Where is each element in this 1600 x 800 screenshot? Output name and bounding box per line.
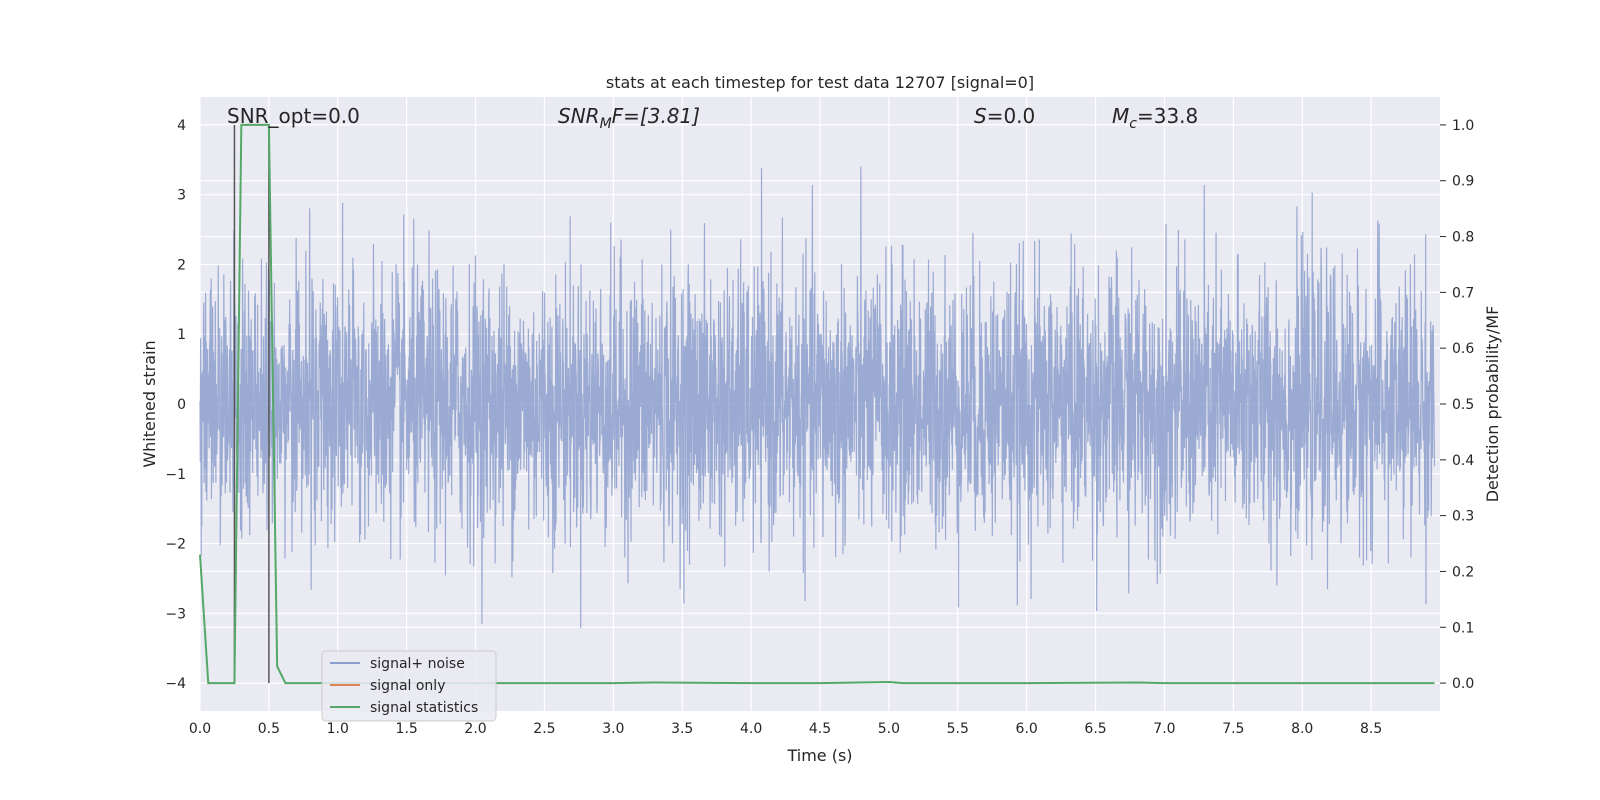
- legend-label-signal-statistics: signal statistics: [370, 700, 478, 716]
- x-tick-label: 1.0: [327, 721, 349, 737]
- annotation-snr-mf: SNRMF=[3.81]: [558, 104, 700, 132]
- x-tick-label: 1.5: [396, 721, 418, 737]
- signal-noise-line: [199, 166, 1436, 629]
- y-right-tick-label: 0.0: [1452, 676, 1474, 692]
- y-axis-label-right: Detection probability/MF: [1483, 306, 1502, 503]
- x-tick-label: 7.5: [1222, 721, 1244, 737]
- annotation-snr-opt: SNR_opt=0.0: [227, 104, 360, 128]
- legend-label-signal-only: signal only: [370, 678, 445, 694]
- signal-statistics-series: [199, 123, 1435, 685]
- x-tick-label: 4.5: [809, 721, 831, 737]
- x-tick-label: 2.5: [533, 721, 555, 737]
- x-tick-label: 5.0: [878, 721, 900, 737]
- x-tick-label: 3.5: [671, 721, 693, 737]
- x-tick-label: 5.5: [947, 721, 969, 737]
- y-left-tick-label: 3: [177, 188, 186, 204]
- x-tick-label: 0.5: [258, 721, 280, 737]
- y-right-tick-label: 0.8: [1452, 230, 1474, 246]
- y-right-tick-label: 1.0: [1452, 118, 1474, 134]
- legend-box: [321, 650, 497, 722]
- tick-labels: 0.0 0.5 1.0 1.5 2.0 2.5 3.0 3.5 4.0 4.5 5.0 5.5 6.0 6…: [165, 118, 1474, 737]
- chart-title: stats at each timestep for test data 127…: [606, 73, 1034, 92]
- y-right-tick-label: 0.2: [1452, 564, 1474, 580]
- y-left-tick-label: −2: [165, 537, 186, 553]
- vertical-markers: [233, 124, 270, 684]
- y-axis-label-left: Whitened strain: [140, 340, 159, 467]
- x-tick-label: 0.0: [189, 721, 211, 737]
- y-right-tick-label: 0.7: [1452, 285, 1474, 301]
- x-tick-label: 6.0: [1016, 721, 1038, 737]
- x-tick-label: 4.0: [740, 721, 762, 737]
- y-right-tick-label: 0.6: [1452, 341, 1474, 357]
- x-tick-label: 3.0: [602, 721, 624, 737]
- y-left-tick-label: 2: [177, 257, 186, 273]
- x-axis-label: Time (s): [786, 746, 852, 765]
- x-tick-label: 2.0: [464, 721, 486, 737]
- x-tick-label: 7.0: [1153, 721, 1175, 737]
- signal-statistics-line: [199, 123, 1435, 685]
- x-tick-label: 8.0: [1291, 721, 1313, 737]
- y-right-tick-label: 0.3: [1452, 509, 1474, 525]
- legend: signal+ noise signal only signal statist…: [321, 650, 497, 722]
- y-right-tick-label: 0.4: [1452, 453, 1474, 469]
- y-left-tick-label: 1: [177, 327, 186, 343]
- annotation-s: S=0.0: [974, 104, 1035, 128]
- signal-noise-series: [199, 166, 1436, 629]
- y-left-tick-label: −3: [165, 606, 186, 622]
- y-left-tick-label: 0: [177, 397, 186, 413]
- y-right-tick-label: 0.9: [1452, 174, 1474, 190]
- y-left-tick-label: −4: [165, 676, 186, 692]
- annotation-mc: Mc=33.8: [1112, 104, 1198, 132]
- x-tick-label: 6.5: [1084, 721, 1106, 737]
- legend-label-signal-noise: signal+ noise: [370, 656, 465, 672]
- y-left-tick-label: 4: [177, 118, 186, 134]
- y-right-tick-label: 0.1: [1452, 620, 1474, 636]
- x-tick-label: 8.5: [1360, 721, 1382, 737]
- y-left-tick-label: −1: [165, 467, 186, 483]
- y-right-tick-label: 0.5: [1452, 397, 1474, 413]
